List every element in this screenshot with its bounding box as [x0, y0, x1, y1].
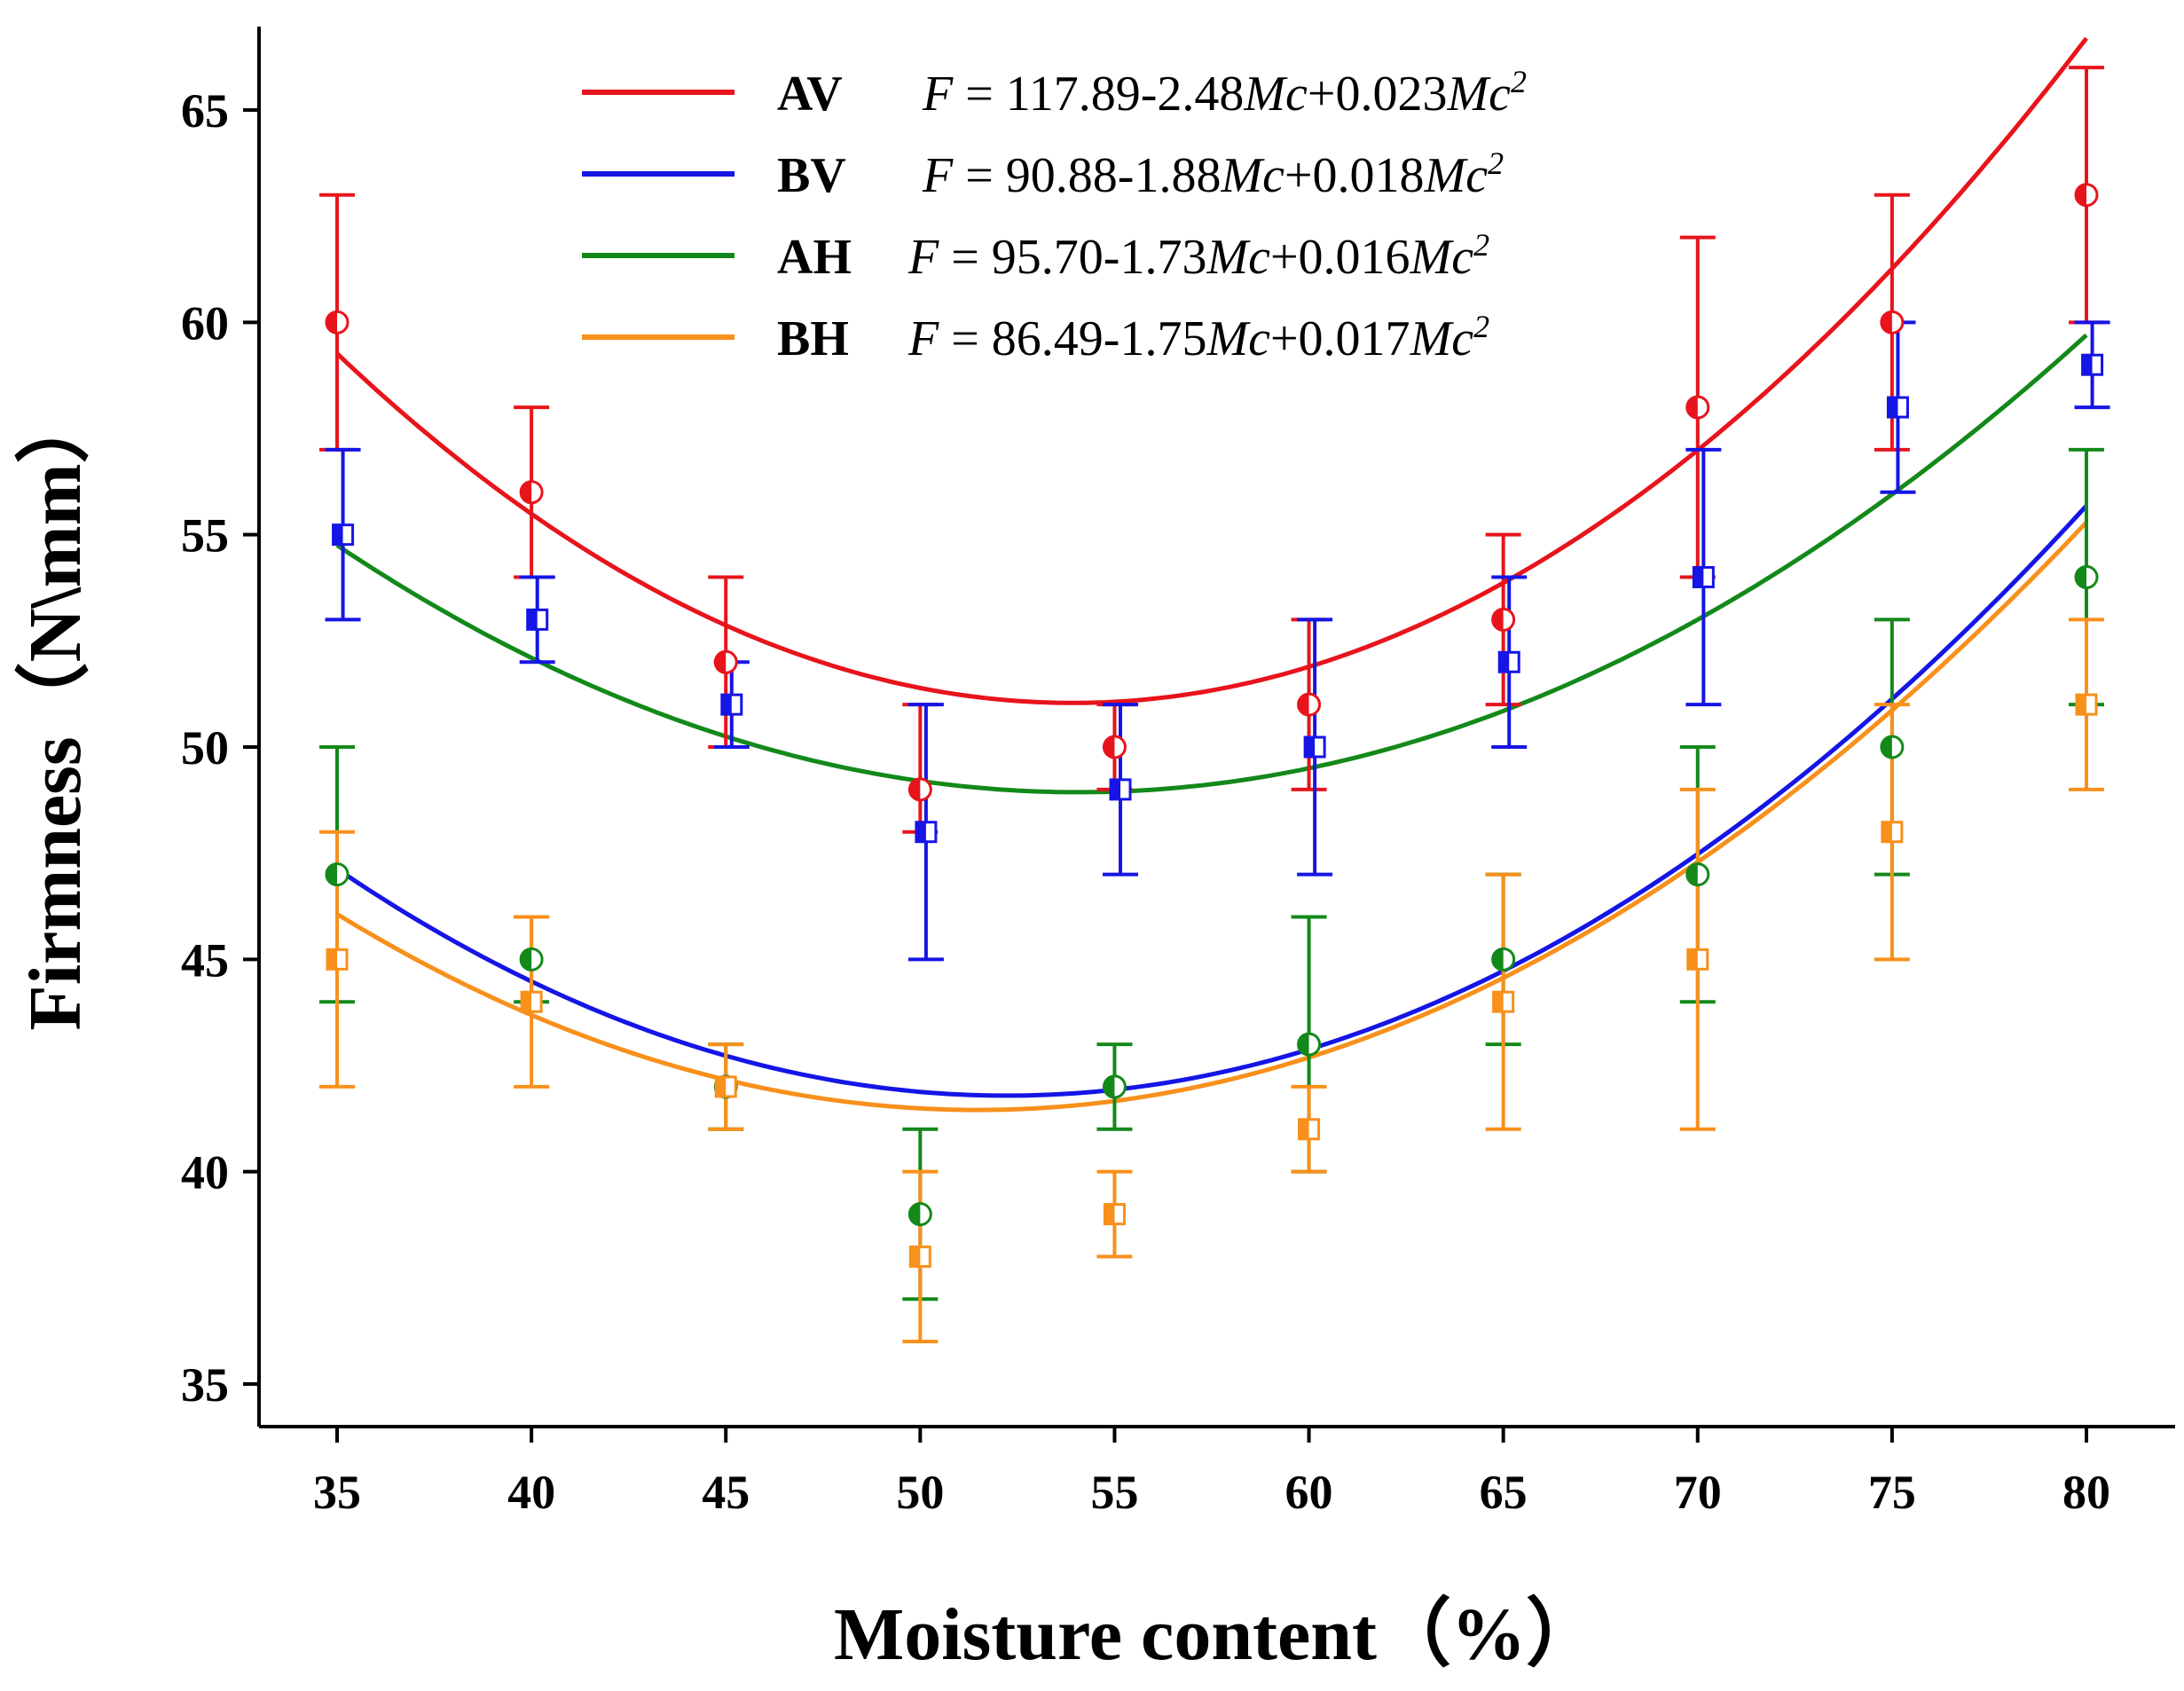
marker-bv-80: [2081, 353, 2104, 376]
x-tick-label-50: 50: [896, 1466, 944, 1519]
marker-ah-60: [1297, 1032, 1322, 1057]
axes: [257, 27, 2175, 1428]
legend: AV F = 117.89-2.48Mc+0.023Mc2 BV F = 90.88-…: [582, 64, 1527, 366]
ticks: 35 40 45 50 55 60 65 70 75 80 35 40 45 50 55 60 65: [181, 84, 2110, 1519]
marker-ah-50: [907, 1202, 932, 1227]
marker-av-45: [713, 649, 738, 674]
fit-curve-bv: [335, 504, 2088, 1098]
marker-bh-50: [908, 1245, 931, 1268]
marker-ah-75: [1880, 735, 1905, 759]
x-axis-title: Moisture content（%）: [834, 1593, 1600, 1676]
fit-curves: [335, 36, 2088, 1113]
marker-bh-35: [326, 948, 349, 971]
marker-bh-80: [2075, 693, 2098, 716]
legend-label-ah: AH: [777, 230, 852, 285]
marker-av-40: [519, 480, 544, 505]
x-tick-label-60: 60: [1285, 1466, 1333, 1519]
marker-av-65: [1491, 607, 1516, 632]
marker-bh-45: [714, 1075, 737, 1098]
marker-bv-70: [1692, 566, 1715, 589]
marker-bv-60: [1303, 735, 1326, 759]
x-tick-label-55: 55: [1090, 1466, 1138, 1519]
marker-bh-70: [1686, 948, 1709, 971]
legend-equation-bv: F = 90.88-1.88Mc+0.018Mc2: [922, 146, 1504, 203]
x-tick-label-40: 40: [507, 1466, 555, 1519]
marker-av-50: [907, 777, 932, 802]
y-tick-label-40: 40: [181, 1146, 229, 1199]
legend-equation-av: F = 117.89-2.48Mc+0.023Mc2: [922, 64, 1527, 122]
fit-curve-av: [335, 36, 2088, 705]
marker-ah-65: [1491, 947, 1516, 971]
marker-av-60: [1297, 692, 1322, 717]
marker-bh-55: [1103, 1203, 1126, 1226]
marker-av-70: [1685, 395, 1710, 420]
marker-bh-60: [1298, 1118, 1321, 1141]
x-tick-label-65: 65: [1480, 1466, 1528, 1519]
x-tick-label-35: 35: [313, 1466, 361, 1519]
legend-entry-ah: AH F = 95.70-1.73Mc+0.016Mc2: [582, 227, 1489, 285]
y-tick-label-35: 35: [181, 1358, 229, 1412]
marker-bv-35: [332, 523, 355, 547]
marker-av-80: [2074, 183, 2099, 208]
x-tick-label-75: 75: [1868, 1466, 1916, 1519]
marker-ah-35: [325, 862, 350, 887]
marker-bv-40: [526, 608, 549, 631]
marker-ah-70: [1685, 862, 1710, 887]
marker-ah-55: [1102, 1074, 1127, 1099]
legend-entry-bv: BV F = 90.88-1.88Mc+0.018Mc2: [582, 146, 1504, 203]
legend-label-av: AV: [777, 67, 843, 122]
y-tick-label-55: 55: [181, 509, 229, 562]
legend-label-bv: BV: [777, 148, 846, 203]
y-tick-label-45: 45: [181, 933, 229, 987]
marker-av-75: [1880, 310, 1905, 334]
error-bars: [319, 66, 2110, 1344]
marker-bv-65: [1497, 650, 1520, 673]
error-bar-av-50: [902, 703, 939, 834]
marker-bv-45: [720, 693, 743, 716]
y-tick-label-60: 60: [181, 296, 229, 350]
marker-bv-75: [1886, 396, 1909, 419]
x-tick-label-70: 70: [1674, 1466, 1722, 1519]
marker-bh-65: [1492, 990, 1515, 1013]
marker-bv-55: [1109, 778, 1132, 801]
fit-curve-bh: [335, 521, 2088, 1113]
x-tick-label-80: 80: [2062, 1466, 2110, 1519]
legend-label-bh: BH: [777, 311, 849, 366]
fit-curve-ah: [335, 333, 2088, 795]
marker-bh-75: [1881, 821, 1904, 844]
marker-bh-40: [520, 990, 543, 1013]
marker-ah-80: [2074, 565, 2099, 590]
y-tick-label-50: 50: [181, 721, 229, 775]
legend-entry-bh: BH F = 86.49-1.75Mc+0.017Mc2: [582, 309, 1489, 366]
legend-equation-ah: F = 95.70-1.73Mc+0.016Mc2: [907, 227, 1489, 285]
legend-entry-av: AV F = 117.89-2.48Mc+0.023Mc2: [582, 64, 1527, 122]
marker-av-55: [1102, 735, 1127, 759]
legend-equation-bh: F = 86.49-1.75Mc+0.017Mc2: [907, 309, 1489, 366]
y-axis-title: Firmness（N\mm）: [14, 389, 97, 1030]
marker-bv-50: [915, 821, 938, 844]
marker-ah-40: [519, 947, 544, 971]
x-tick-label-45: 45: [702, 1466, 750, 1519]
y-tick-label-65: 65: [181, 84, 229, 138]
data-markers: [325, 183, 2104, 1268]
marker-av-35: [325, 310, 350, 334]
